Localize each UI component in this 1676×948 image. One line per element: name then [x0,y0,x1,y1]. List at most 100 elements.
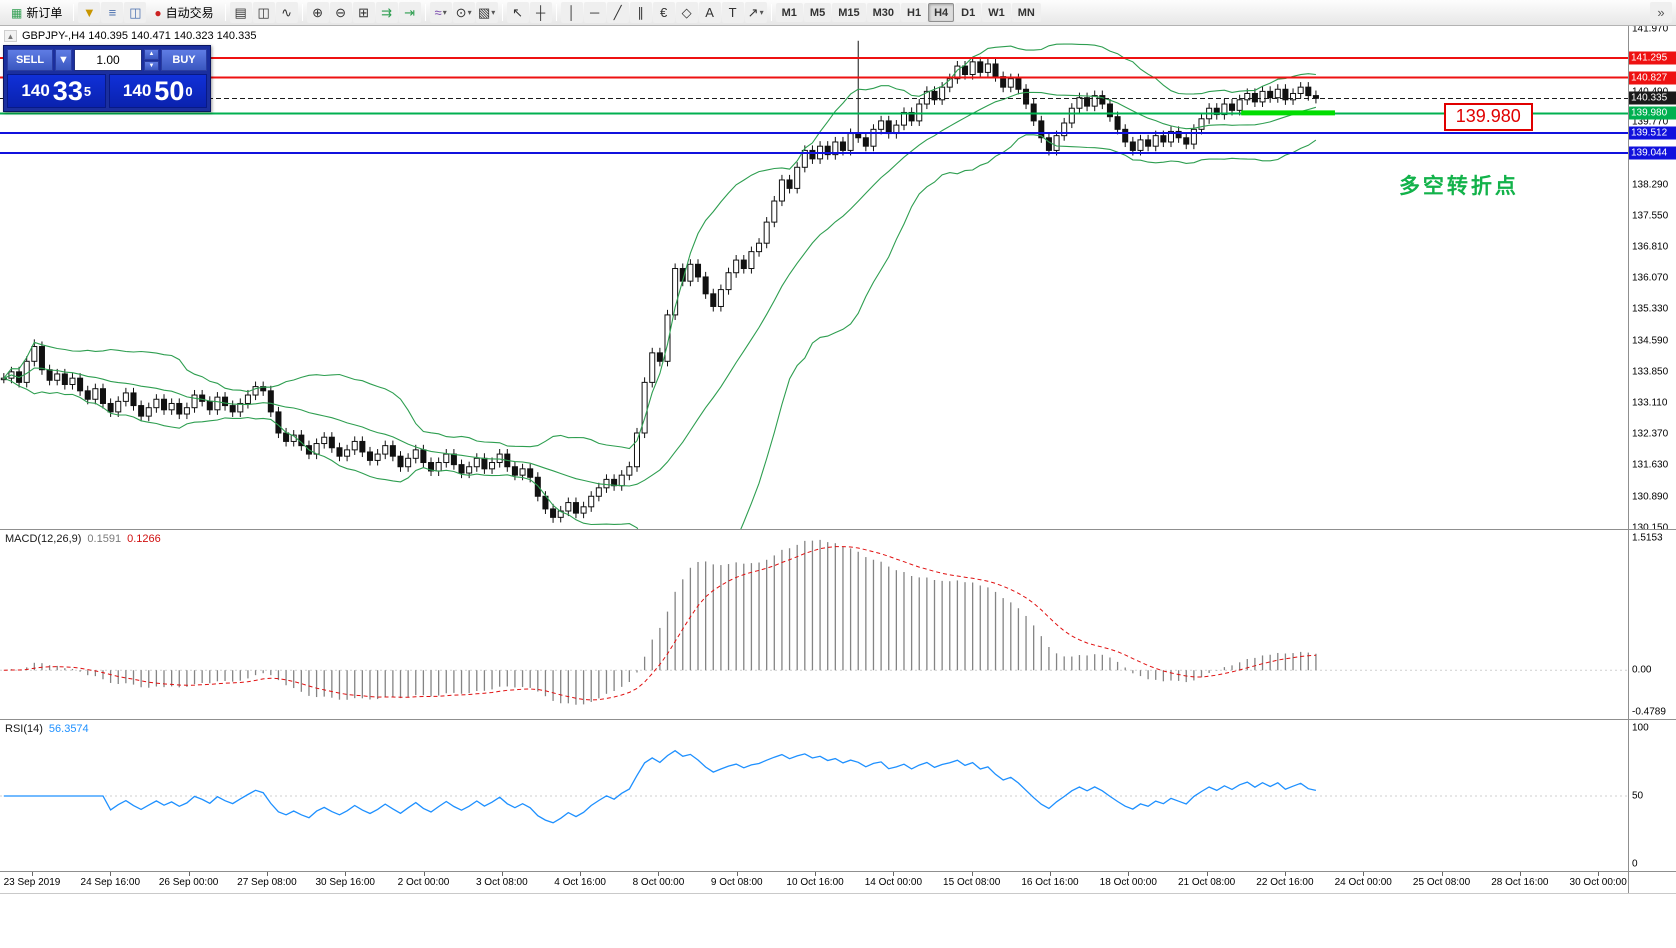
zoom-out-button[interactable]: ⊖ [329,2,352,23]
new-order-button[interactable]: ▦ 新订单 [4,2,69,23]
fibonacci-icon: € [660,5,668,20]
sell-price[interactable]: 140 33 5 [7,74,106,108]
timeframe-M1[interactable]: M1 [775,3,803,22]
fibonacci-button[interactable]: € [652,2,675,23]
turning-point-annotation[interactable]: 多空转折点 [1398,174,1519,198]
auto-scroll-button[interactable]: ⇉ [375,2,398,23]
data-window-button[interactable]: ◫ [124,2,147,23]
profiles-icon: ≡ [108,5,117,20]
toolbar-separator [555,4,557,21]
bar-chart-button[interactable]: ▤ [229,2,252,23]
timeframe-H4[interactable]: H4 [928,3,955,22]
periods-button[interactable]: ⊙ ▾ [452,2,475,23]
macd-canvas[interactable] [0,530,1628,719]
macd-value: 0.1591 [87,533,122,545]
shapes-button[interactable]: ◇ [675,2,698,23]
timeframe-M5[interactable]: M5 [803,3,832,22]
buy-price[interactable]: 140 50 0 [108,74,207,108]
line-chart-button[interactable]: ∿ [275,2,298,23]
trendline-button[interactable]: ╱ [606,2,629,23]
rsi-chart[interactable]: RSI(14) 56.3574 [0,720,1628,871]
templates-button[interactable]: ▧ ▾ [475,2,498,23]
price-tick: 136.810 [1632,241,1669,253]
auto-trading-button[interactable]: ● 自动交易 [147,2,220,23]
symbol-ohlc-text: GBPJPY-,H4 140.395 140.471 140.323 140.3… [22,30,257,42]
macd-chart[interactable]: MACD(12,26,9) 0.1591 0.1266 [0,530,1628,719]
timeframe-D1[interactable]: D1 [955,3,982,22]
shapes-icon: ◇ [681,4,692,20]
macd-panel: MACD(12,26,9) 0.1591 0.1266 1.5153 0.00 -0.4… [0,530,1676,720]
profiles-button[interactable]: ≡ [101,2,124,23]
timeframe-M30[interactable]: M30 [866,3,900,22]
sell-price-big: 33 [52,76,83,106]
toolbar-overflow-button[interactable]: » [1650,2,1672,23]
chevron-down-icon: ▾ [491,8,496,17]
timeframe-W1[interactable]: W1 [982,3,1011,22]
price-level-label: 140.827 [1629,71,1676,85]
new-order-icon: ▦ [11,5,23,20]
timeframe-M15[interactable]: M15 [832,3,866,22]
volume-input[interactable] [74,49,142,71]
time-tick [266,872,268,876]
price-chart-panel: ▲ GBPJPY-,H4 140.395 140.471 140.323 140… [0,26,1676,530]
time-label: 30 Sep 16:00 [315,877,375,888]
auto-trading-icon: ● [154,5,162,20]
vertical-line-icon: │ [567,5,576,20]
rsi-canvas[interactable] [0,720,1628,871]
time-tick [1363,872,1365,876]
arrow-label-button[interactable]: T [721,2,744,23]
arrow-label-icon: T [728,5,737,20]
time-tick [893,872,895,876]
volume-dropdown-button[interactable]: ▼ [55,49,72,71]
toolbar-separator [770,4,772,21]
chart-shift-button[interactable]: ⇥ [398,2,421,23]
price-level-label: 139.512 [1629,126,1676,140]
tile-windows-icon: ⊞ [358,4,370,20]
equidistant-channel-button[interactable]: ∥ [629,2,652,23]
price-tick: 132.370 [1632,428,1669,440]
price-level-label: 139.044 [1629,146,1676,160]
rsi-line [3,749,1317,824]
macd-header: MACD(12,26,9) 0.1591 0.1266 [5,533,161,545]
auto-trading-label: 自动交易 [165,6,214,20]
chevron-down-icon: ▾ [467,8,472,17]
zoom-in-button[interactable]: ⊕ [306,2,329,23]
time-tick [345,872,347,876]
time-tick [1598,872,1600,876]
time-label: 10 Oct 16:00 [786,877,844,888]
horizontal-line-icon: ─ [590,5,600,20]
buy-button[interactable]: BUY [161,49,207,71]
text-button[interactable]: A [698,2,721,23]
horizontal-line-button[interactable]: ─ [583,2,606,23]
price-annotation-box[interactable]: 139.980 [1443,103,1533,132]
tile-windows-button[interactable]: ⊞ [352,2,375,23]
time-tick [1206,872,1208,876]
new-order-label: 新订单 [26,6,63,20]
toolbar: ▦ 新订单 ▼ ≡ ◫ ● 自动交易 ▤ ◫ ∿ ⊕ ⊖ ⊞ ⇉ ⇥ ≈ ▾ ⊙ ▾ ▧ ▾ ↖ ┼ │ ─ ╱ ∥ € ◇ A T ↗ ▾ M1… [0,0,1676,26]
price-chart-canvas[interactable] [0,26,1628,529]
funnel-button[interactable]: ▼ [78,2,101,23]
volume-down-button[interactable]: ▼ [144,60,159,71]
time-tick [580,872,582,876]
time-label: 26 Sep 00:00 [158,877,219,888]
buy-price-sup: 0 [185,83,193,99]
crosshair-button[interactable]: ┼ [529,2,552,23]
price-level-label: 139.980 [1629,106,1676,120]
time-axis[interactable]: 23 Sep 2019 24 Sep 16:00 26 Sep 00:00 27 Se… [0,872,1628,893]
sell-button[interactable]: SELL [7,49,53,71]
arrows-button[interactable]: ↗ ▾ [744,2,767,23]
price-chart[interactable]: ▲ GBPJPY-,H4 140.395 140.471 140.323 140… [0,26,1628,529]
collapse-panel-button[interactable]: ▲ [4,30,17,42]
indicators-button[interactable]: ≈ ▾ [429,2,452,23]
chart-shift-icon: ⇥ [404,4,416,20]
chevron-down-icon: ▾ [442,8,447,17]
timeframe-MN[interactable]: MN [1011,3,1041,22]
time-tick [1519,872,1521,876]
time-label: 8 Oct 00:00 [632,877,685,888]
cursor-button[interactable]: ↖ [506,2,529,23]
candlestick-chart-button[interactable]: ◫ [252,2,275,23]
vertical-line-button[interactable]: │ [560,2,583,23]
timeframe-H1[interactable]: H1 [901,3,928,22]
data-window-icon: ◫ [129,4,142,20]
volume-up-button[interactable]: ▲ [144,49,159,60]
